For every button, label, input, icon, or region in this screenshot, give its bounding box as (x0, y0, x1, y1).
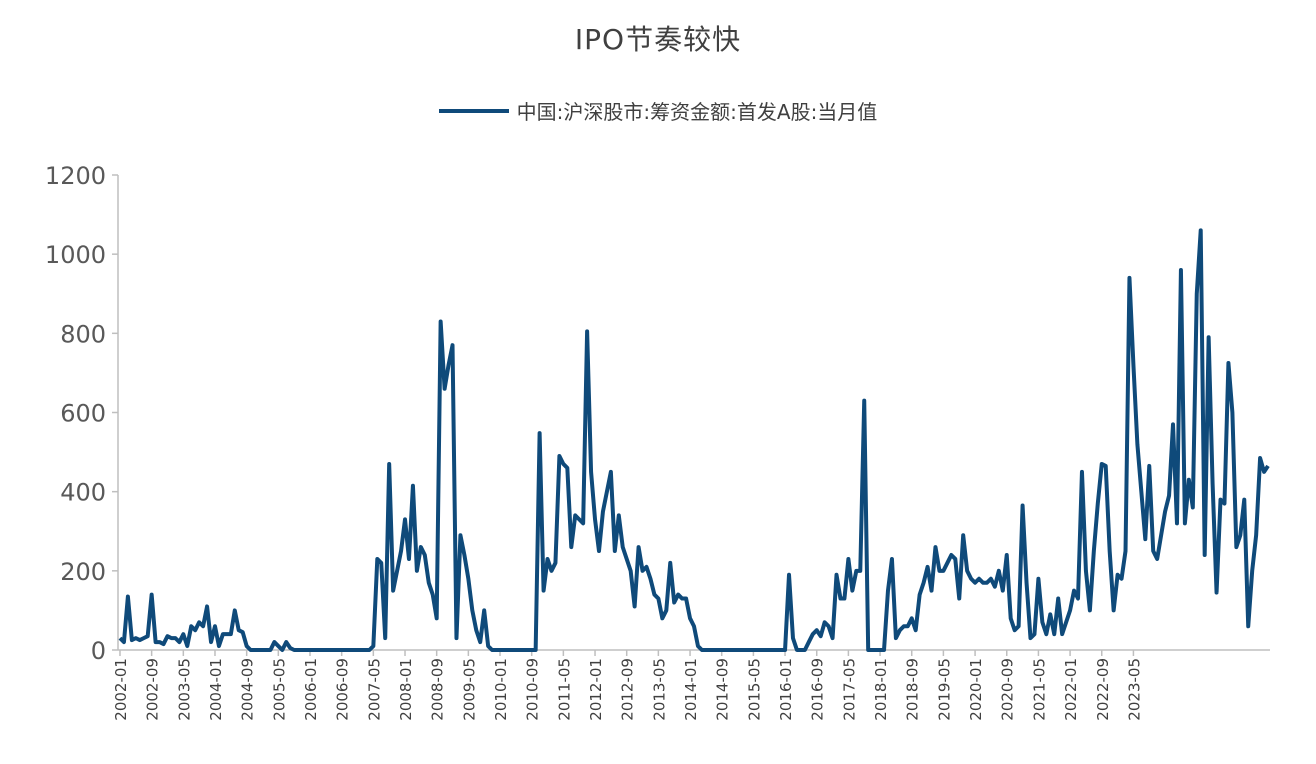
x-tick-label: 2010-01 (492, 658, 510, 721)
x-tick-label: 2004-01 (207, 658, 225, 721)
x-tick-label: 2019-05 (935, 658, 953, 721)
x-tick-label: 2012-01 (587, 658, 605, 721)
x-tick-label: 2006-01 (302, 658, 320, 721)
x-tick-label: 2008-01 (397, 658, 415, 721)
chart-title: IPO节奏较快 (574, 23, 742, 56)
x-tick-label: 2004-09 (239, 658, 257, 721)
x-tick-label: 2018-09 (904, 658, 922, 721)
x-tick-label: 2023-05 (1125, 658, 1143, 721)
x-tick-label: 2022-01 (1062, 658, 1080, 721)
x-tick-label: 2021-05 (1030, 658, 1048, 721)
x-tick-label: 2007-05 (365, 658, 383, 721)
x-tick-label: 2014-09 (714, 658, 732, 721)
x-tick-label: 2005-05 (270, 658, 288, 721)
x-tick-label: 2022-09 (1094, 658, 1112, 721)
y-tick-label: 0 (91, 637, 106, 665)
x-tick-label: 2014-01 (682, 658, 700, 721)
y-tick-label: 400 (60, 479, 106, 507)
x-tick-label: 2013-05 (650, 658, 668, 721)
x-tick-label: 2002-01 (112, 658, 130, 721)
axes (117, 175, 1270, 651)
y-tick-label: 1200 (45, 162, 106, 190)
legend-label: 中国:沪深股市:筹资金额:首发A股:当月值 (516, 100, 878, 124)
x-tick-label: 2012-09 (619, 658, 637, 721)
series-line (118, 228, 1270, 652)
x-tick-label: 2016-01 (777, 658, 795, 721)
x-tick-label: 2008-09 (429, 658, 447, 721)
x-axis-ticks: 2002-01 2002-09 2003-05 2004-01 2004-09 2005-… (112, 650, 1143, 721)
y-tick-label: 200 (60, 558, 106, 586)
x-tick-label: 2020-01 (967, 658, 985, 721)
x-tick-label: 2017-05 (840, 658, 858, 721)
x-tick-label: 2002-09 (144, 658, 162, 721)
y-tick-label: 800 (60, 320, 106, 348)
y-tick-label: 1000 (45, 241, 106, 269)
legend-line-swatch (438, 108, 509, 113)
legend: 中国:沪深股市:筹资金额:首发A股:当月值 (0, 96, 1316, 125)
y-tick-label: 600 (60, 400, 106, 428)
x-tick-label: 2016-09 (809, 658, 827, 721)
x-tick-label: 2020-09 (999, 658, 1017, 721)
x-tick-label: 2003-05 (175, 658, 193, 721)
x-tick-label: 2006-09 (334, 658, 352, 721)
x-tick-label: 2018-01 (872, 658, 890, 721)
x-tick-label: 2011-05 (555, 658, 573, 721)
x-tick-label: 2015-05 (745, 658, 763, 721)
x-tick-label: 2010-09 (524, 658, 542, 721)
y-axis-ticks: 0 200 400 600 800 1000 1200 (45, 162, 118, 665)
x-tick-label: 2009-05 (460, 658, 478, 721)
